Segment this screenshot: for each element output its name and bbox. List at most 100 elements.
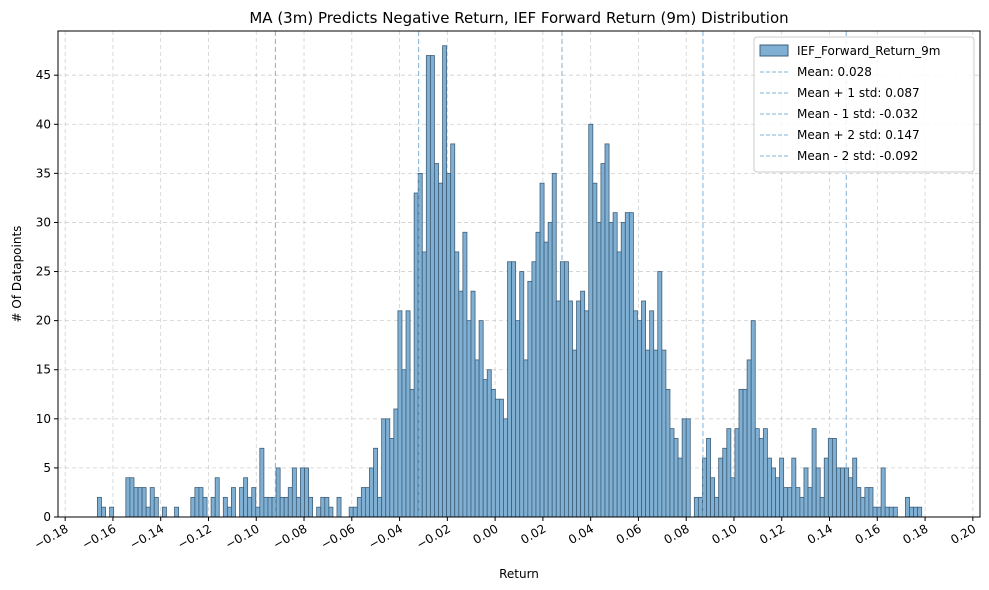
legend-label-mean-plus-2: Mean + 2 std: 0.147 xyxy=(797,128,920,142)
histogram-bar xyxy=(779,457,785,518)
y-tick-label: 15 xyxy=(36,363,51,377)
histogram-bar xyxy=(494,398,500,518)
histogram-bar xyxy=(584,310,590,518)
histogram-bar xyxy=(799,496,805,518)
histogram-bar xyxy=(109,506,115,518)
histogram-bar xyxy=(519,271,525,518)
histogram-bar xyxy=(527,280,533,518)
histogram-bar xyxy=(478,320,484,518)
histogram-bar xyxy=(454,251,460,518)
histogram-bar xyxy=(876,506,882,518)
histogram-bar xyxy=(231,487,236,518)
histogram-bar xyxy=(434,163,439,518)
histogram-bar xyxy=(827,438,833,518)
histogram-bar xyxy=(466,320,472,518)
histogram-bar xyxy=(149,487,155,518)
histogram-bar xyxy=(726,428,732,518)
histogram-bar xyxy=(758,438,764,518)
histogram-bar xyxy=(872,506,878,518)
histogram-bar xyxy=(523,359,529,518)
histogram-bar xyxy=(706,438,711,518)
x-tick-label: −0.04 xyxy=(366,521,405,552)
histogram-bar xyxy=(645,349,651,518)
histogram-bar xyxy=(507,261,512,518)
histogram-bar xyxy=(405,310,411,518)
histogram-bar xyxy=(425,55,431,518)
histogram-bar xyxy=(710,477,716,518)
histogram-bar xyxy=(369,467,374,518)
histogram-bar xyxy=(856,487,862,518)
histogram-bar xyxy=(624,212,630,518)
histogram-bar xyxy=(295,496,301,518)
histogram-bar xyxy=(267,496,273,518)
histogram-bar xyxy=(348,506,354,518)
histogram-bar xyxy=(568,300,573,518)
y-tick-label: 5 xyxy=(43,461,51,475)
histogram-bar xyxy=(563,261,569,518)
histogram-bar xyxy=(714,496,720,518)
histogram-bar xyxy=(767,457,772,518)
histogram-bar xyxy=(681,418,687,518)
histogram-bar xyxy=(401,369,407,518)
histogram-bar xyxy=(174,506,180,518)
legend-swatch-histogram xyxy=(759,44,789,57)
histogram-bar xyxy=(214,477,220,518)
histogram-bar xyxy=(531,261,537,518)
histogram-bar xyxy=(677,457,683,518)
histogram-bar xyxy=(771,467,776,518)
histogram-bar xyxy=(576,300,582,518)
y-tick-label: 40 xyxy=(36,117,51,131)
histogram-bar xyxy=(738,388,744,518)
histogram-bar xyxy=(145,506,151,518)
histogram-bar xyxy=(316,506,322,518)
y-tick-label: 20 xyxy=(36,314,51,328)
histogram-bar xyxy=(811,428,817,518)
histogram-bar xyxy=(791,457,797,518)
histogram-bar xyxy=(101,506,106,518)
histogram-bar xyxy=(161,506,167,518)
legend-label-mean: Mean: 0.028 xyxy=(797,65,872,79)
legend-label-mean-plus-1: Mean + 1 std: 0.087 xyxy=(797,86,920,100)
x-tick-label: −0.12 xyxy=(175,521,214,552)
histogram-bar xyxy=(600,163,606,518)
histogram-bar xyxy=(551,172,557,518)
histogram-bar xyxy=(637,320,642,518)
histogram-bar xyxy=(352,506,358,518)
x-tick-label: −0.14 xyxy=(127,521,166,552)
y-tick-label: 10 xyxy=(36,412,51,426)
histogram-bar xyxy=(365,487,370,518)
histogram-bar xyxy=(429,55,435,518)
histogram-bar xyxy=(539,182,545,518)
histogram-bar xyxy=(239,487,244,518)
histogram-bar xyxy=(385,418,391,518)
histogram-bar xyxy=(697,496,703,518)
histogram-bar xyxy=(247,496,253,518)
histogram-bar xyxy=(320,496,326,518)
histogram-bar xyxy=(775,477,780,518)
histogram-bar xyxy=(397,310,403,518)
histogram-bar xyxy=(572,349,577,518)
histogram-bar xyxy=(665,388,671,518)
histogram-bar xyxy=(580,290,586,518)
histogram-bar xyxy=(251,487,257,518)
histogram-bar xyxy=(304,467,309,518)
histogram-bar xyxy=(450,143,456,518)
histogram-bar xyxy=(324,496,330,518)
histogram-bar xyxy=(641,300,646,518)
histogram-bar xyxy=(787,487,793,518)
histogram-bar xyxy=(291,467,297,518)
histogram-bar xyxy=(409,388,415,518)
y-tick-label: 0 xyxy=(43,510,51,524)
x-tick-label: −0.02 xyxy=(414,521,453,552)
histogram-bar xyxy=(543,241,549,518)
histogram-bar xyxy=(616,251,622,518)
histogram-bar xyxy=(141,487,147,518)
histogram-bar xyxy=(819,496,825,518)
histogram-bar xyxy=(888,506,894,518)
histogram-bar xyxy=(462,231,468,518)
histogram-bar xyxy=(795,487,801,518)
histogram-bar xyxy=(255,506,261,518)
histogram-bar xyxy=(308,496,314,518)
histogram-bar xyxy=(511,261,517,518)
histogram-bar xyxy=(503,418,508,518)
